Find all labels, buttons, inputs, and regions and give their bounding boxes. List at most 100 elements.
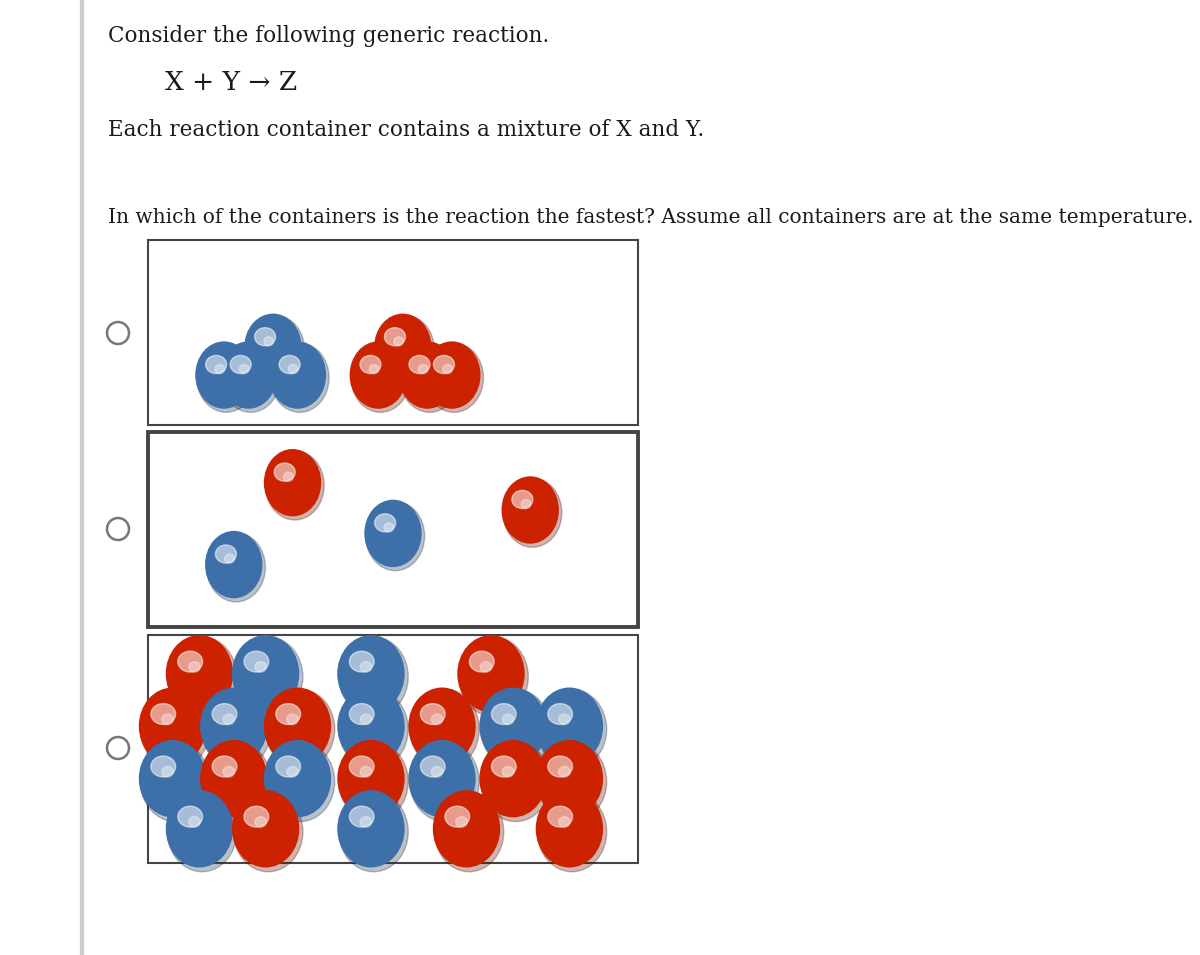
Bar: [148, 432, 638, 627]
Ellipse shape: [338, 637, 408, 716]
Ellipse shape: [202, 742, 271, 821]
Ellipse shape: [338, 741, 404, 817]
Ellipse shape: [503, 714, 514, 725]
Ellipse shape: [384, 522, 394, 532]
Ellipse shape: [559, 767, 570, 777]
Ellipse shape: [536, 689, 602, 764]
Ellipse shape: [458, 637, 528, 716]
Ellipse shape: [360, 714, 372, 725]
Ellipse shape: [434, 792, 504, 872]
Ellipse shape: [360, 767, 372, 777]
Ellipse shape: [433, 791, 499, 867]
Ellipse shape: [265, 742, 335, 821]
Ellipse shape: [254, 817, 266, 827]
Ellipse shape: [265, 451, 324, 520]
Ellipse shape: [276, 704, 300, 725]
Ellipse shape: [410, 742, 479, 821]
Ellipse shape: [221, 343, 280, 413]
Ellipse shape: [384, 328, 406, 346]
Ellipse shape: [559, 817, 570, 827]
Text: X + Y → Z: X + Y → Z: [166, 70, 298, 95]
Ellipse shape: [270, 343, 329, 413]
Ellipse shape: [139, 689, 205, 764]
Ellipse shape: [338, 792, 408, 872]
Ellipse shape: [338, 689, 404, 764]
Ellipse shape: [352, 343, 410, 413]
Ellipse shape: [167, 791, 233, 867]
Ellipse shape: [254, 328, 276, 346]
Bar: [148, 240, 638, 425]
Ellipse shape: [538, 792, 607, 872]
Ellipse shape: [216, 545, 236, 563]
Ellipse shape: [178, 651, 203, 672]
Ellipse shape: [233, 791, 299, 867]
Ellipse shape: [168, 637, 236, 716]
Ellipse shape: [366, 501, 425, 571]
Ellipse shape: [409, 741, 475, 817]
Ellipse shape: [287, 714, 299, 725]
Ellipse shape: [244, 806, 269, 827]
Ellipse shape: [224, 554, 234, 563]
Ellipse shape: [559, 714, 570, 725]
Ellipse shape: [445, 806, 469, 827]
Ellipse shape: [233, 636, 299, 711]
Ellipse shape: [202, 690, 271, 769]
Ellipse shape: [431, 767, 443, 777]
Ellipse shape: [338, 742, 408, 821]
Ellipse shape: [338, 636, 404, 711]
Ellipse shape: [365, 500, 421, 566]
Ellipse shape: [168, 792, 236, 872]
Ellipse shape: [151, 756, 175, 777]
Text: In which of the containers is the reaction the fastest? Assume all containers ar: In which of the containers is the reacti…: [108, 208, 1194, 227]
Ellipse shape: [275, 463, 295, 481]
Ellipse shape: [492, 756, 516, 777]
Ellipse shape: [409, 355, 430, 373]
Ellipse shape: [338, 690, 408, 769]
Ellipse shape: [376, 315, 434, 385]
Ellipse shape: [481, 742, 551, 821]
Ellipse shape: [212, 756, 236, 777]
Ellipse shape: [443, 365, 452, 373]
Ellipse shape: [254, 662, 266, 672]
Ellipse shape: [480, 689, 546, 764]
Ellipse shape: [349, 651, 374, 672]
Ellipse shape: [264, 450, 320, 516]
Ellipse shape: [400, 343, 458, 413]
Ellipse shape: [480, 741, 546, 817]
Ellipse shape: [178, 806, 203, 827]
Ellipse shape: [360, 817, 372, 827]
Ellipse shape: [349, 806, 374, 827]
Ellipse shape: [162, 767, 173, 777]
Text: Consider the following generic reaction.: Consider the following generic reaction.: [108, 25, 550, 47]
Ellipse shape: [538, 690, 607, 769]
Ellipse shape: [349, 704, 374, 725]
Ellipse shape: [547, 756, 572, 777]
Ellipse shape: [200, 689, 266, 764]
Ellipse shape: [456, 817, 467, 827]
Ellipse shape: [480, 662, 492, 672]
Ellipse shape: [223, 767, 234, 777]
Ellipse shape: [458, 636, 524, 711]
Ellipse shape: [410, 690, 479, 769]
Ellipse shape: [492, 704, 516, 725]
Ellipse shape: [370, 365, 379, 373]
Ellipse shape: [394, 337, 403, 346]
Ellipse shape: [288, 365, 298, 373]
Ellipse shape: [140, 742, 210, 821]
Ellipse shape: [139, 741, 205, 817]
Ellipse shape: [503, 767, 514, 777]
Ellipse shape: [503, 478, 562, 547]
Ellipse shape: [536, 791, 602, 867]
Ellipse shape: [196, 342, 252, 408]
Ellipse shape: [374, 514, 396, 532]
Ellipse shape: [349, 756, 374, 777]
Ellipse shape: [469, 651, 494, 672]
Ellipse shape: [264, 741, 330, 817]
Ellipse shape: [350, 342, 407, 408]
Ellipse shape: [265, 690, 335, 769]
Ellipse shape: [503, 477, 558, 543]
Ellipse shape: [420, 704, 445, 725]
Ellipse shape: [245, 314, 301, 380]
Ellipse shape: [221, 342, 276, 408]
Ellipse shape: [425, 343, 484, 413]
